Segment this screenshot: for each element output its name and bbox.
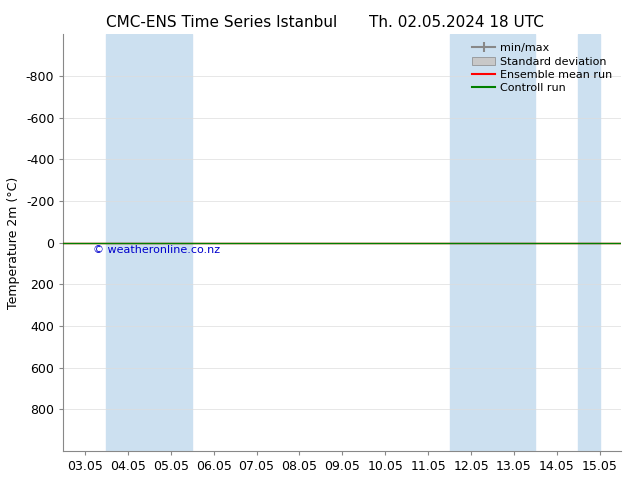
Text: © weatheronline.co.nz: © weatheronline.co.nz	[93, 245, 221, 255]
Y-axis label: Temperature 2m (°C): Temperature 2m (°C)	[8, 176, 20, 309]
Text: Th. 02.05.2024 18 UTC: Th. 02.05.2024 18 UTC	[369, 15, 544, 30]
Text: CMC-ENS Time Series Istanbul: CMC-ENS Time Series Istanbul	[107, 15, 337, 30]
Bar	[107, 34, 192, 451]
Bar	[578, 34, 600, 451]
Legend: min/max, Standard deviation, Ensemble mean run, Controll run: min/max, Standard deviation, Ensemble me…	[469, 40, 616, 97]
Bar	[450, 34, 536, 451]
